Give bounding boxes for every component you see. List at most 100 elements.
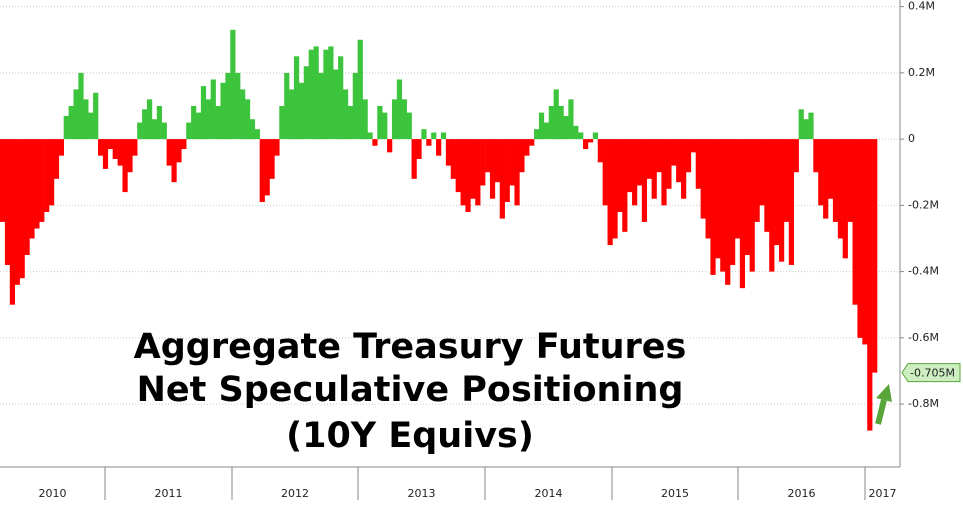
- bar: [122, 139, 128, 193]
- bar: [53, 139, 60, 179]
- bar: [146, 99, 153, 140]
- bar: [720, 139, 726, 272]
- bar: [342, 89, 349, 140]
- bar: [58, 139, 64, 156]
- bar: [646, 139, 652, 179]
- x-tick-label: 2013: [408, 487, 436, 500]
- bar: [396, 79, 403, 140]
- y-tick-label: 0.2M: [908, 66, 935, 79]
- bar: [382, 112, 388, 140]
- bar: [465, 139, 471, 212]
- bar: [769, 139, 775, 272]
- x-tick-label: 2010: [39, 487, 67, 500]
- bar: [455, 139, 461, 193]
- bar: [97, 139, 104, 156]
- bar: [460, 139, 466, 206]
- bar: [783, 139, 790, 222]
- bar: [847, 139, 853, 222]
- arrow: [875, 384, 892, 425]
- bar: [828, 139, 834, 199]
- bar: [161, 122, 167, 140]
- bar: [627, 139, 633, 193]
- bar: [485, 139, 491, 173]
- bar: [347, 105, 354, 140]
- bar: [240, 89, 246, 140]
- bar: [656, 139, 662, 173]
- bar: [166, 139, 172, 166]
- bar: [607, 139, 613, 246]
- bar: [715, 139, 721, 259]
- bar: [578, 132, 584, 140]
- bar: [685, 139, 692, 173]
- bar: [759, 139, 765, 206]
- bar: [117, 139, 123, 166]
- bar: [249, 119, 256, 140]
- bar: [739, 139, 746, 289]
- bar: [426, 139, 432, 146]
- bar: [666, 139, 672, 189]
- bar: [622, 139, 628, 232]
- bar: [818, 139, 824, 206]
- bar: [93, 92, 99, 140]
- bar: [489, 139, 496, 199]
- bar: [215, 105, 221, 140]
- chart-title: Net Speculative Positioning: [137, 370, 684, 410]
- bar: [431, 132, 437, 140]
- bar: [416, 139, 422, 159]
- bar: [244, 99, 251, 140]
- bar: [289, 89, 295, 140]
- bar: [529, 139, 535, 146]
- bar: [793, 139, 799, 173]
- bar: [298, 82, 305, 140]
- x-tick-label: 2014: [535, 487, 563, 500]
- value-label: -0.705M: [910, 367, 955, 380]
- bar: [553, 89, 559, 140]
- bar: [480, 139, 486, 186]
- bar: [779, 139, 785, 262]
- bar: [602, 139, 608, 206]
- axis-labels: 0.4M 0.2M 0 -0.2M -0.4M -0.6M -0.8M 2010 2011 201…: [39, 0, 961, 500]
- bar: [372, 139, 378, 146]
- bar: [313, 46, 319, 140]
- bar: [705, 139, 711, 239]
- bar: [308, 49, 314, 140]
- bar: [156, 105, 162, 140]
- bar: [107, 139, 113, 150]
- y-tick-label: -0.2M: [908, 198, 939, 211]
- bar: [303, 66, 309, 140]
- bar: [259, 139, 265, 203]
- bar: [29, 139, 35, 239]
- bar: [641, 139, 648, 222]
- bar: [700, 139, 706, 219]
- bar: [186, 122, 192, 140]
- y-tick-label: -0.4M: [908, 265, 939, 278]
- bar: [734, 139, 741, 239]
- bar: [695, 139, 701, 189]
- bar: [808, 112, 814, 140]
- bar: [44, 139, 50, 212]
- bar: [132, 139, 138, 156]
- bar: [543, 122, 550, 140]
- bar: [710, 139, 716, 275]
- bar: [499, 139, 505, 219]
- bar: [690, 139, 697, 153]
- bar: [195, 112, 202, 140]
- y-tick-label: 0.4M: [908, 0, 935, 13]
- bar: [445, 139, 452, 166]
- bar: [661, 139, 667, 206]
- bar: [24, 139, 30, 256]
- bar: [235, 72, 241, 140]
- bar: [813, 139, 819, 173]
- bar: [803, 119, 809, 140]
- bar: [102, 139, 109, 169]
- bar: [352, 72, 358, 140]
- bar: [318, 72, 324, 140]
- bar: [387, 139, 393, 153]
- bar: [78, 72, 84, 140]
- bar: [367, 132, 373, 140]
- bar: [391, 99, 398, 140]
- bar: [475, 139, 481, 206]
- bar: [357, 39, 363, 140]
